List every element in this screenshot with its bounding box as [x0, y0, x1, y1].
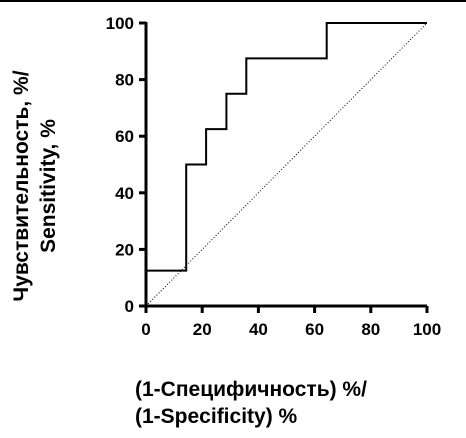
y-axis-label: Чувствительность, %/ Sensitivity, % [8, 56, 68, 316]
top-border-line [0, 0, 466, 2]
x-tick-label: 80 [361, 320, 380, 339]
x-tick-label: 0 [141, 320, 150, 339]
y-axis-label-ru: Чувствительность, %/ [10, 70, 33, 302]
x-tick-label: 100 [413, 320, 441, 339]
roc-step-curve [146, 22, 427, 272]
y-tick-label: 20 [115, 240, 134, 259]
x-axis-label: (1-Специфичность) %/ (1-Specificity) % [135, 376, 435, 430]
y-tick-label: 0 [125, 297, 134, 316]
y-axis-label-en: Sensitivity, % [37, 119, 60, 253]
y-tick-label: 40 [115, 184, 134, 203]
x-axis-label-ru: (1-Специфичность) %/ [135, 378, 367, 401]
y-tick-label: 100 [106, 14, 134, 33]
x-axis-label-en: (1-Specificity) % [135, 405, 298, 428]
x-tick-label: 60 [305, 320, 324, 339]
x-tick-label: 20 [193, 320, 212, 339]
y-tick-label: 60 [115, 127, 134, 146]
y-tick-label: 80 [115, 71, 134, 90]
x-tick-label: 40 [249, 320, 268, 339]
reference-diagonal-line [145, 22, 428, 307]
